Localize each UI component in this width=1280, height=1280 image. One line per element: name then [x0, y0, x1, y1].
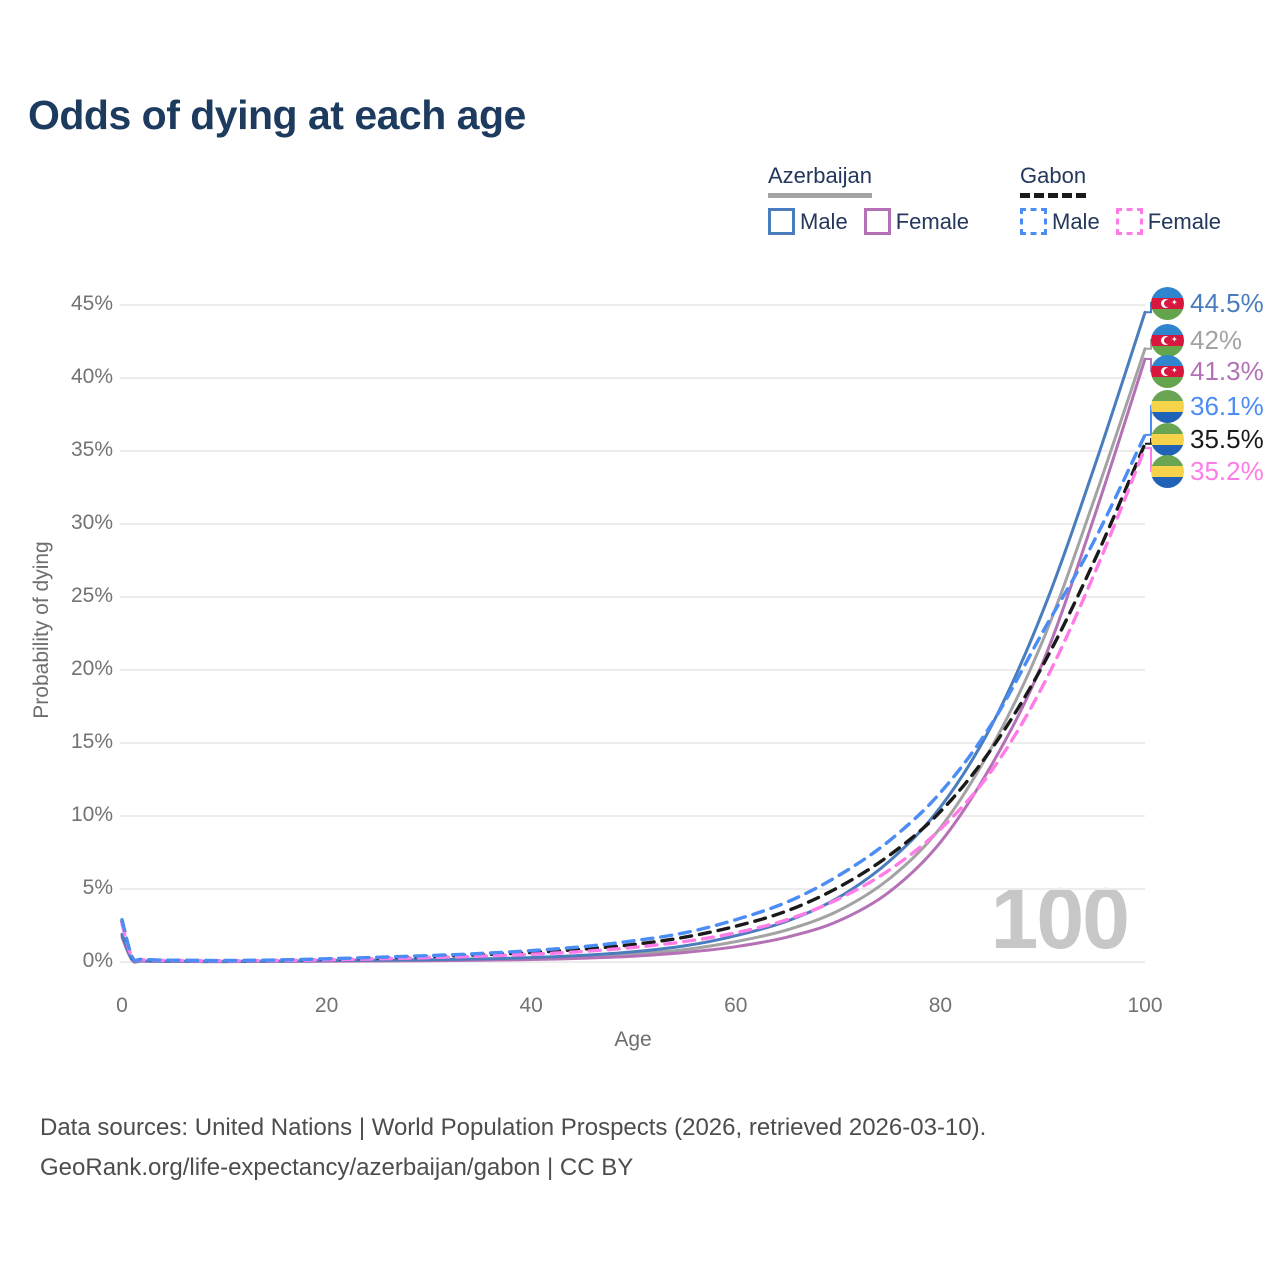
end-value: 35.2% [1190, 455, 1264, 486]
y-tick: 25% [70, 584, 113, 607]
series-line-azerbaijan-male [120, 310, 1147, 964]
legend-item-azerbaijan-male[interactable]: Male [768, 208, 848, 235]
attribution-line: GeoRank.org/life-expectancy/azerbaijan/g… [40, 1154, 634, 1181]
series-line-azerbaijan [120, 347, 1147, 964]
legend-item-gabon-male[interactable]: Male [1020, 208, 1100, 235]
gabon-flag-icon [1151, 422, 1184, 456]
x-tick: 60 [724, 994, 748, 1017]
end-label-azerbaijan-both: ✦ 42% [1151, 323, 1242, 357]
y-tick: 15% [70, 730, 113, 753]
legend-group-azerbaijan: Azerbaijan Male Female [768, 163, 969, 235]
x-tick: 80 [928, 994, 953, 1017]
legend-item-gabon-female[interactable]: Female [1115, 208, 1221, 235]
y-tick: 35% [70, 438, 113, 461]
legend: Azerbaijan Male Female Gabon Male [0, 163, 1280, 243]
y-tick: 5% [82, 876, 113, 899]
end-label-gabon-both: 35.5% [1151, 422, 1264, 456]
end-label-azerbaijan-male: ✦ 44.5% [1151, 286, 1264, 320]
end-label-gabon-male: 36.1% [1151, 389, 1264, 423]
azerbaijan-flag-icon: ✦ [1151, 286, 1184, 320]
legend-group-gabon: Gabon Male Female [1020, 163, 1221, 235]
footer: Data sources: United Nations | World Pop… [40, 1108, 986, 1188]
gabon-flag-icon [1151, 454, 1184, 488]
series-line-gabon-male [120, 433, 1147, 963]
gabon-male-swatch-icon [1020, 208, 1047, 235]
legend-country-azerbaijan: Azerbaijan [768, 163, 872, 198]
y-tick: 45% [70, 292, 113, 315]
azerbaijan-flag-icon: ✦ [1151, 354, 1184, 388]
series-line-gabon [120, 442, 1147, 963]
end-value: 42% [1190, 324, 1243, 355]
end-label-gabon-female: 35.2% [1151, 454, 1264, 488]
legend-country-gabon: Gabon [1020, 163, 1087, 198]
end-label-azerbaijan-female: ✦ 41.3% [1151, 354, 1264, 388]
page-title: Odds of dying at each age [28, 92, 526, 138]
end-value: 44.5% [1190, 287, 1264, 318]
end-value: 36.1% [1190, 390, 1264, 421]
x-tick: 20 [314, 994, 339, 1017]
azerbaijan-male-swatch-icon [768, 208, 795, 235]
x-tick: 100 [1127, 994, 1163, 1017]
legend-item-azerbaijan-female[interactable]: Female [863, 208, 969, 235]
series-line-azerbaijan-female [120, 357, 1147, 964]
azerbaijan-female-swatch-icon [863, 208, 891, 235]
gabon-flag-icon [1151, 389, 1184, 423]
y-tick: 30% [70, 511, 113, 534]
x-tick: 40 [519, 994, 543, 1017]
y-tick: 0% [82, 949, 113, 972]
azerbaijan-flag-icon: ✦ [1151, 323, 1184, 357]
x-tick: 0 [116, 994, 128, 1017]
y-tick: 40% [70, 365, 113, 388]
gabon-female-swatch-icon [1115, 208, 1143, 235]
age-watermark: 100 [990, 871, 1130, 967]
data-source-line: Data sources: United Nations | World Pop… [40, 1114, 987, 1141]
end-value: 41.3% [1190, 355, 1264, 386]
series-line-gabon-female [120, 446, 1147, 963]
y-tick: 10% [70, 803, 113, 826]
y-tick: 20% [70, 657, 113, 680]
x-axis-title: Age [614, 1028, 652, 1051]
end-value: 35.5% [1190, 423, 1264, 454]
